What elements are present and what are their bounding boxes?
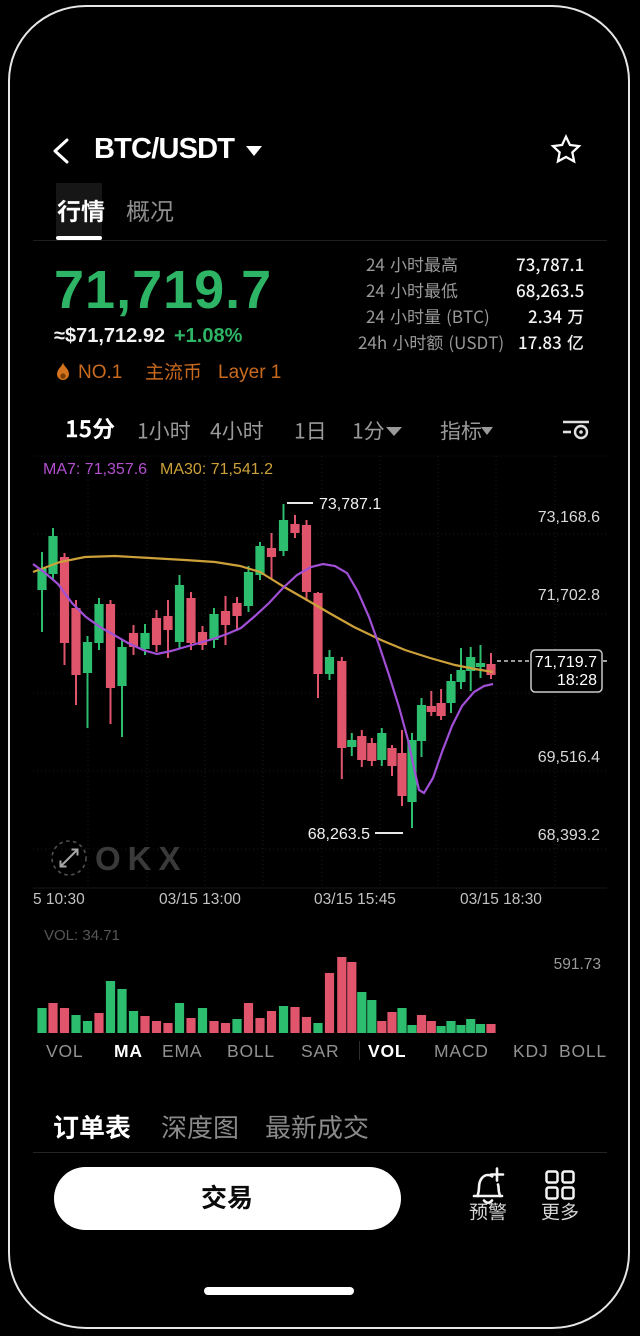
svg-text:18:28: 18:28	[557, 672, 597, 689]
svg-text:71,719.7: 71,719.7	[535, 654, 597, 671]
svg-text:73,168.6: 73,168.6	[538, 509, 600, 526]
svg-text:03/15 18:30: 03/15 18:30	[460, 891, 542, 908]
svg-text:73,787.1: 73,787.1	[319, 496, 381, 513]
svg-text:591.73: 591.73	[554, 956, 601, 973]
svg-text:68,263.5: 68,263.5	[308, 826, 370, 843]
svg-text:03/15 13:00: 03/15 13:00	[159, 891, 241, 908]
svg-text:5 10:30: 5 10:30	[33, 891, 85, 908]
svg-text:VOL: 34.71: VOL: 34.71	[44, 927, 120, 944]
svg-text:69,516.4: 69,516.4	[538, 749, 600, 766]
svg-text:71,702.8: 71,702.8	[538, 587, 600, 604]
svg-text:68,393.2: 68,393.2	[538, 827, 600, 844]
svg-text:OKX: OKX	[95, 840, 188, 877]
svg-text:03/15 15:45: 03/15 15:45	[314, 891, 396, 908]
